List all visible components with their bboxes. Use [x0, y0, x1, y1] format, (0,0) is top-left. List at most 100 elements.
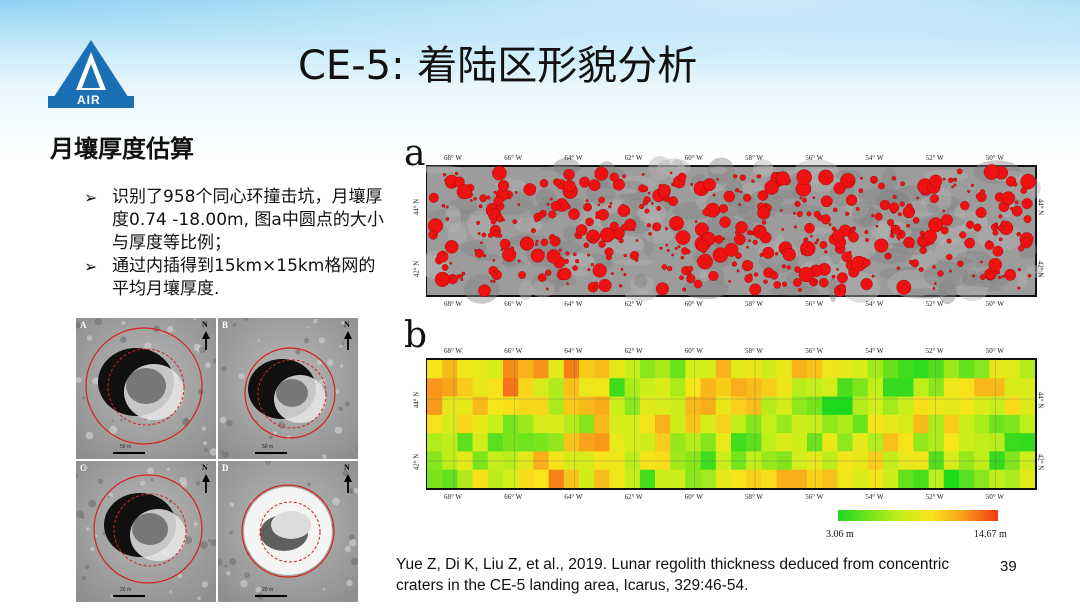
grid-cell — [472, 451, 489, 471]
grid-cell — [837, 414, 853, 434]
grid-cell — [594, 433, 610, 452]
crater-dot — [841, 251, 853, 263]
crater-dot — [899, 201, 905, 207]
crater-dot — [819, 277, 829, 288]
crater-dot — [757, 190, 769, 201]
grid-cell — [518, 469, 534, 489]
grid-cell — [822, 451, 838, 471]
grid-cell — [594, 378, 610, 397]
crater-dot — [668, 196, 678, 207]
crater-dot — [718, 204, 729, 214]
crater-dot — [735, 188, 740, 193]
crater-dot — [433, 231, 438, 235]
crater-dot — [820, 214, 831, 225]
crater-dot — [519, 236, 534, 251]
crater-dot — [1012, 182, 1018, 187]
grid-cell — [548, 360, 565, 379]
crater-dot — [900, 181, 905, 187]
crater-dot — [477, 232, 481, 235]
grid-cell — [1004, 378, 1021, 397]
crater-dot — [622, 174, 626, 179]
crater-dot — [677, 245, 681, 249]
crater-dot — [553, 178, 561, 186]
crater-dot — [964, 237, 975, 249]
longitude-tick-label: 54° W — [865, 493, 884, 501]
grid-cell — [503, 414, 519, 434]
grid-cell — [822, 414, 838, 434]
crater-dot — [585, 217, 594, 227]
crater-dot — [639, 204, 645, 210]
grid-cell — [700, 451, 717, 471]
longitude-tick-label: 64° W — [564, 347, 583, 355]
crater-dot — [686, 274, 696, 284]
crater-dot — [646, 223, 652, 228]
crater-dot — [820, 195, 833, 208]
grid-cell — [700, 414, 717, 434]
grid-cell — [928, 378, 945, 397]
grid-cell — [563, 414, 580, 434]
grid-cell — [822, 378, 838, 397]
grid-cell — [807, 360, 823, 379]
grid-cell — [731, 414, 747, 434]
crater-dot — [798, 288, 802, 292]
grid-cell — [609, 360, 625, 379]
grid-cell — [624, 396, 641, 416]
grid-cell — [548, 451, 565, 471]
figure-b-letter: b — [404, 315, 428, 356]
longitude-tick-label: 68° W — [444, 300, 463, 308]
crater-dot — [800, 249, 807, 256]
crater-dot — [708, 270, 719, 281]
crater-dot — [736, 269, 740, 273]
grid-cell — [837, 433, 853, 452]
grid-cell — [1019, 360, 1036, 379]
crater-dot — [659, 246, 663, 250]
crater-dot — [517, 203, 521, 206]
graticule — [426, 359, 1036, 489]
grid-cell — [928, 433, 945, 452]
crater-dot — [756, 174, 760, 178]
crater-dot — [1017, 267, 1022, 272]
grid-cell — [700, 396, 717, 416]
grid-cell — [776, 396, 793, 416]
crater-dot — [493, 196, 504, 206]
crater-dot — [594, 281, 599, 286]
grid-cell — [685, 378, 701, 397]
crater-dot — [752, 224, 767, 239]
grid-cell — [563, 433, 580, 452]
grid-cell — [928, 451, 945, 471]
crater-dot — [804, 222, 815, 234]
grid-cell — [518, 360, 534, 379]
crater-dot — [674, 246, 678, 250]
grid-cell — [533, 378, 549, 397]
crater-dot — [665, 243, 669, 247]
grid-cell — [442, 469, 458, 489]
crater-dot — [879, 199, 891, 211]
crater-dot — [994, 222, 999, 227]
grid-cell — [822, 469, 838, 489]
crater-dot — [436, 250, 449, 263]
grid-cell — [579, 378, 595, 397]
crater-dot — [803, 238, 807, 243]
crater-dot — [583, 202, 592, 212]
crater-dot — [428, 192, 439, 203]
grid-cell — [639, 414, 656, 434]
crater-dot — [548, 210, 557, 219]
crater-dot — [701, 188, 706, 194]
crater-dot — [836, 268, 839, 271]
crater-dot — [666, 249, 670, 252]
crater-dot — [746, 245, 749, 249]
crater-dot — [980, 260, 983, 264]
crater-dot — [952, 177, 958, 182]
crater-dot — [460, 274, 464, 278]
grid-cell — [442, 451, 458, 471]
grid-cell — [943, 360, 960, 379]
crater-dot — [623, 253, 627, 258]
bullet-list: ➢ 识别了958个同心环撞击坑，月壤厚度0.74 -18.00m, 图a中圆点的… — [84, 186, 384, 301]
crater-dot — [493, 190, 497, 194]
arrow-bullet-icon: ➢ — [84, 188, 98, 207]
crater-dot — [871, 274, 875, 278]
crater-dot — [941, 214, 953, 226]
grid-cell — [731, 469, 747, 489]
grid-cell — [913, 433, 929, 452]
crater-dot — [975, 207, 987, 219]
